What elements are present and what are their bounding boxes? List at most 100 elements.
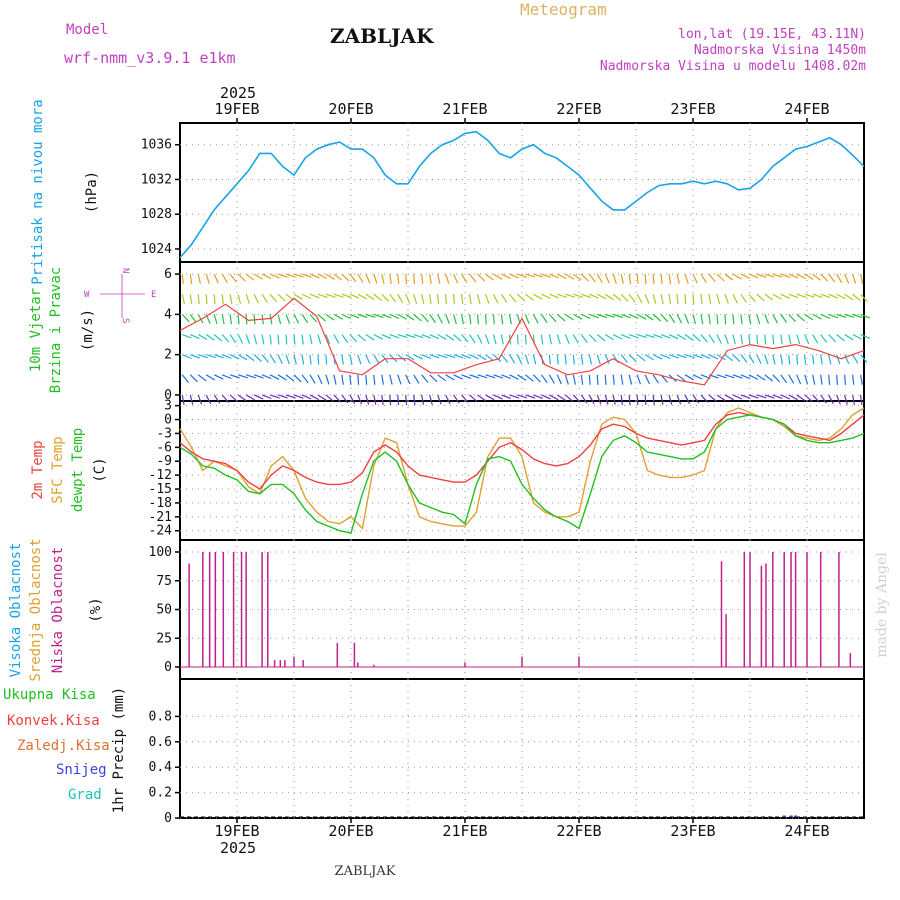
wind-barb bbox=[828, 293, 839, 299]
wind-barb bbox=[804, 334, 810, 344]
top-date-label: 19FEB bbox=[214, 100, 259, 118]
wind-barb bbox=[716, 394, 726, 402]
wind-barb bbox=[509, 374, 519, 380]
wind-barb bbox=[365, 354, 371, 365]
wind-barb bbox=[453, 294, 455, 305]
top-date-label: 23FEB bbox=[670, 100, 715, 118]
wind-barb bbox=[253, 354, 262, 362]
wind-barb bbox=[445, 374, 455, 381]
wind-barb bbox=[397, 374, 402, 385]
wind-barb bbox=[804, 313, 814, 321]
wind-barb bbox=[700, 394, 709, 403]
wind-barb bbox=[333, 374, 337, 385]
wind-barb bbox=[229, 294, 233, 305]
wind-barb bbox=[660, 354, 671, 359]
wind-barb bbox=[261, 374, 272, 380]
wind-barb bbox=[365, 394, 370, 405]
panel-frame-1 bbox=[179, 122, 865, 263]
panel-frame-2 bbox=[179, 261, 865, 402]
legend-zaledj: Zaledj.Kisa bbox=[17, 738, 110, 754]
bottom-date-label: 21FEB bbox=[442, 822, 487, 840]
wind-barb bbox=[581, 313, 591, 319]
wind-barb bbox=[636, 333, 647, 339]
wind-barb bbox=[772, 354, 776, 365]
wind-barb bbox=[628, 313, 639, 319]
wind-barb bbox=[796, 374, 802, 385]
wind-barb bbox=[524, 314, 530, 324]
wind-barb bbox=[517, 374, 527, 381]
wind-barb bbox=[229, 273, 237, 283]
wind-barb bbox=[349, 313, 360, 319]
wind-barb bbox=[381, 273, 385, 284]
dewpoint-line bbox=[179, 414, 865, 534]
wind-barb bbox=[564, 334, 570, 344]
wind-barb bbox=[413, 294, 418, 304]
wind-barb bbox=[325, 374, 330, 385]
wind-barb bbox=[828, 354, 832, 365]
wind-barb bbox=[740, 374, 751, 380]
wind-barb bbox=[349, 394, 356, 404]
wind-barb bbox=[836, 394, 841, 405]
wind-barb bbox=[748, 394, 759, 399]
wind-barb bbox=[484, 294, 490, 304]
wind-barb bbox=[764, 354, 769, 365]
wind-barb bbox=[740, 354, 748, 363]
wind-barb bbox=[397, 394, 400, 405]
wind-barb bbox=[253, 374, 264, 379]
wind-barb bbox=[405, 274, 408, 285]
wind-barb bbox=[429, 394, 433, 405]
wind-barb bbox=[852, 273, 857, 284]
wind-unit: (m/s) bbox=[80, 309, 96, 351]
wind-barb bbox=[221, 394, 230, 403]
wind-barb bbox=[860, 293, 868, 303]
wind-barb bbox=[429, 333, 440, 340]
wind-barb bbox=[804, 374, 809, 385]
wind-barb bbox=[205, 273, 210, 284]
wind-barb bbox=[373, 333, 383, 340]
wind-barb bbox=[708, 354, 719, 360]
wind-barb bbox=[548, 313, 557, 323]
wind-barb bbox=[253, 273, 263, 280]
wind-barb bbox=[676, 273, 680, 284]
wind-barb bbox=[325, 313, 335, 321]
wind-barb bbox=[724, 273, 734, 281]
wind-barb bbox=[445, 294, 447, 305]
wind-barb bbox=[468, 314, 472, 325]
bottom-date-labels: 19FEB 20FEB 21FEB 22FEB 23FEB 24FEB bbox=[214, 818, 830, 840]
wind-barb bbox=[756, 273, 767, 278]
ytick-label: 1028 bbox=[141, 207, 172, 222]
wind-barb bbox=[812, 394, 820, 403]
wind-barb bbox=[245, 294, 250, 304]
wind-barb bbox=[285, 273, 296, 278]
precip-bars bbox=[180, 815, 864, 818]
wind-barb bbox=[237, 273, 246, 282]
wind-barb bbox=[644, 313, 654, 321]
wind-barb bbox=[453, 273, 459, 284]
wind-barb bbox=[317, 273, 328, 280]
wind-barb bbox=[836, 313, 847, 318]
wind-barb bbox=[604, 293, 614, 301]
wind-barb bbox=[269, 273, 280, 279]
wind-barb bbox=[357, 354, 362, 365]
temperature-yticks: 30-3-6-9-12-15-18-21-24 bbox=[149, 399, 864, 539]
wind-barb bbox=[580, 374, 584, 385]
wind-barb bbox=[397, 333, 408, 339]
wind-barb bbox=[748, 314, 752, 325]
precip-unit: 1hr Precip (mm) bbox=[111, 687, 127, 813]
wind-barb bbox=[325, 354, 328, 365]
top-date-label: 20FEB bbox=[328, 100, 373, 118]
wind-barb bbox=[796, 313, 805, 322]
wind-barb bbox=[564, 313, 574, 321]
wind-barb bbox=[389, 394, 392, 405]
wind-barb bbox=[493, 374, 504, 379]
wind-barb bbox=[357, 334, 366, 342]
wind-barb bbox=[485, 354, 494, 362]
wind-barb bbox=[493, 394, 503, 400]
wind-barb bbox=[668, 273, 672, 285]
wind-barb bbox=[620, 354, 628, 363]
wind-barb bbox=[836, 354, 841, 365]
wind-barb bbox=[573, 293, 583, 298]
wind-barb bbox=[181, 313, 190, 323]
wind-barb bbox=[525, 374, 534, 382]
wind-barb bbox=[708, 294, 712, 305]
